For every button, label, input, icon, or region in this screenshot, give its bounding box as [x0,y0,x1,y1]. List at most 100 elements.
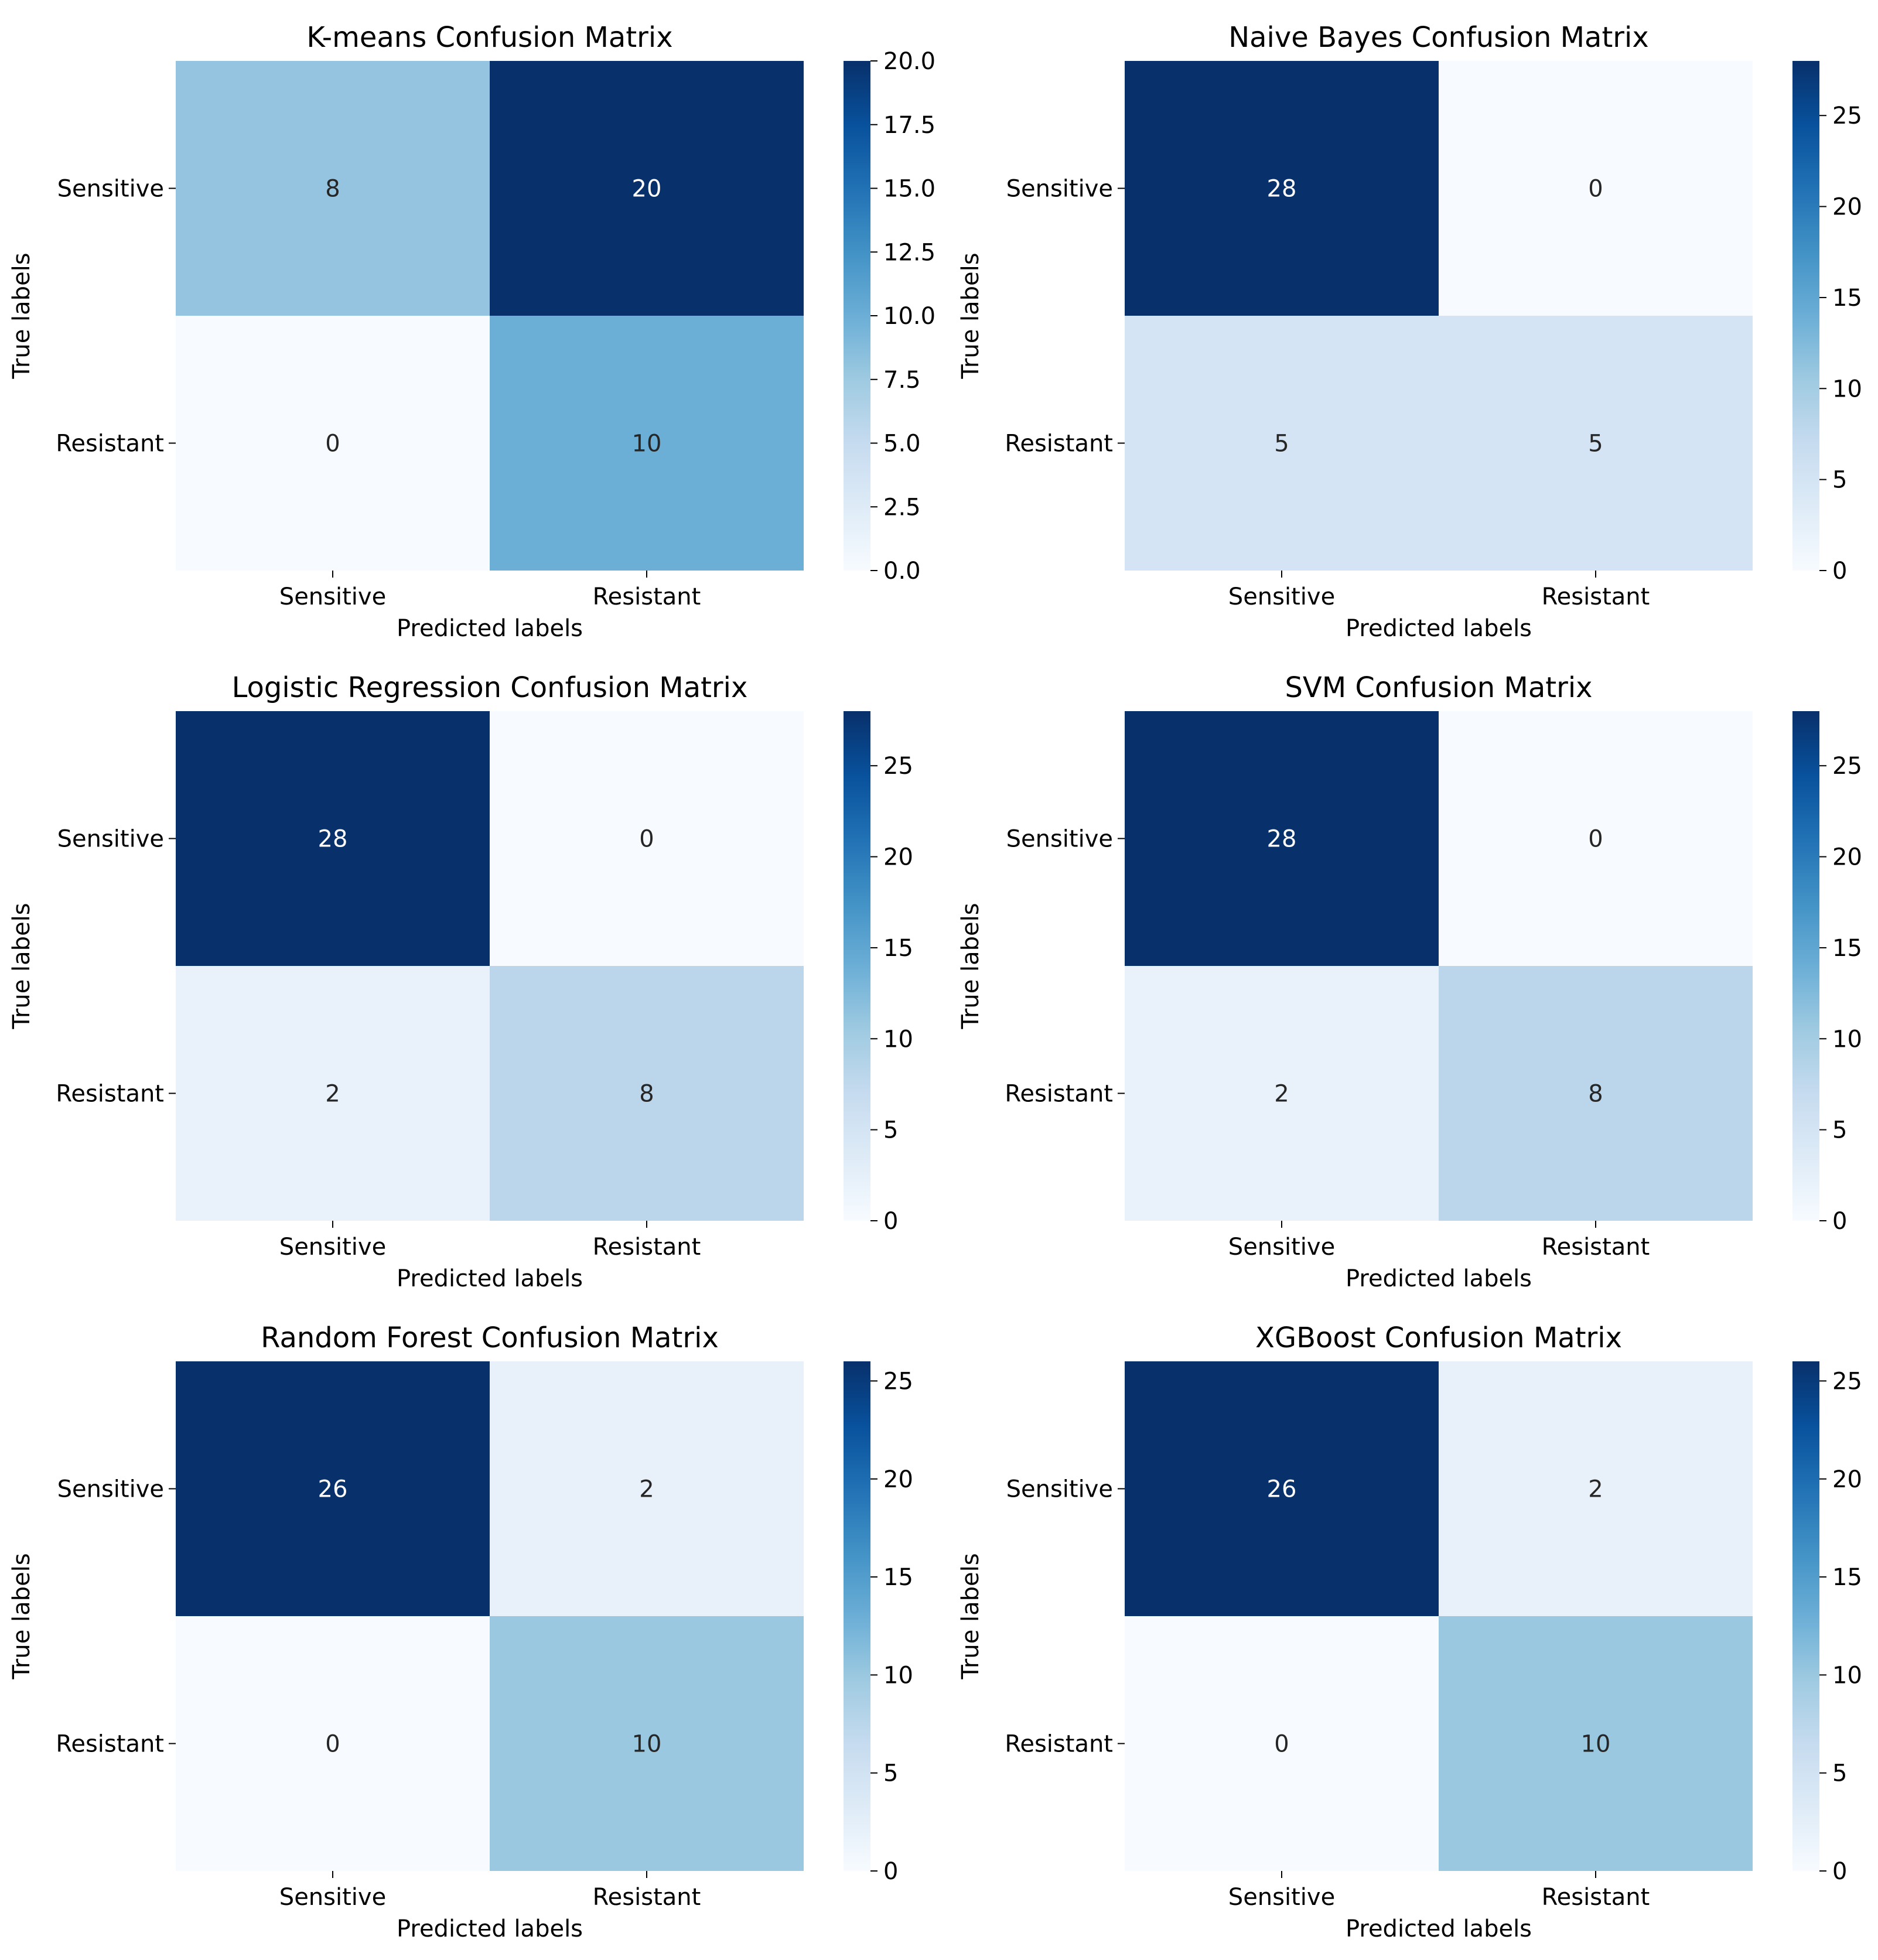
x-tick-label: Resistant [593,1884,701,1911]
colorbar-tick-label: 15 [1832,935,1862,962]
colorbar-tick-label: 12.5 [883,239,935,266]
heatmap-cell [490,316,804,571]
x-tick-label: Sensitive [1228,1884,1335,1911]
y-tick-label: Sensitive [57,176,164,203]
heatmap-cell [1125,966,1439,1221]
heatmap-cell [176,1361,490,1616]
heatmap-cell [176,711,490,966]
colorbar-tick-label: 2.5 [883,494,921,521]
x-tick-label: Resistant [593,1234,701,1261]
cell-value-label: 2 [1274,1081,1289,1108]
heatmap-cell [490,61,804,316]
x-axis-label: Predicted labels [1346,1915,1532,1942]
colorbar-tick-label: 20 [1832,844,1862,871]
heatmap-cell [490,711,804,966]
colorbar-tick-label: 25 [1832,753,1862,780]
heatmap-cell [176,966,490,1221]
colorbar-tick-label: 0 [1832,558,1847,585]
heatmap-cell [1125,1361,1439,1616]
heatmap-cell [1439,711,1753,966]
colorbar-tick-label: 20 [883,1466,913,1493]
x-axis-label: Predicted labels [397,615,583,642]
cell-value-label: 8 [1588,1081,1603,1108]
colorbar-tick-label: 20 [1832,194,1862,221]
y-tick-label: Sensitive [1006,176,1113,203]
colorbar-tick-label: 17.5 [883,112,935,139]
cell-value-label: 28 [1267,176,1297,203]
y-tick-label: Sensitive [57,826,164,853]
colorbar-tick-label: 0 [883,1858,898,1885]
colorbar-tick-label: 25 [883,753,913,780]
x-axis-label: Predicted labels [1346,1265,1532,1292]
y-tick-label: Sensitive [1006,1476,1113,1503]
heatmap-cell [1439,966,1753,1221]
cell-value-label: 0 [639,826,654,853]
cell-value-label: 2 [1588,1476,1603,1503]
heatmap-cell [1439,1616,1753,1871]
y-tick-label: Resistant [56,1731,164,1758]
y-tick-label: Resistant [56,431,164,457]
colorbar-tick-label: 5 [1832,1117,1847,1144]
colorbar-tick-label: 15 [883,1564,913,1591]
x-tick-label: Resistant [593,583,701,610]
x-tick-label: Sensitive [279,1234,386,1261]
colorbar-tick-label: 5 [883,1117,898,1144]
colorbar-tick-label: 0.0 [883,558,921,585]
cell-value-label: 10 [632,431,662,457]
chart-title: K-means Confusion Matrix [306,21,672,54]
heatmap-cell [490,1361,804,1616]
colorbar-tick-label: 25 [1832,1368,1862,1395]
y-axis-label: True labels [957,1553,984,1679]
cell-value-label: 8 [639,1081,654,1108]
colorbar-tick-label: 5 [1832,1760,1847,1787]
y-axis-label: True labels [957,252,984,379]
heatmap-cell [176,1616,490,1871]
x-tick-label: Resistant [1542,1234,1650,1261]
cell-value-label: 28 [1267,826,1297,853]
heatmap-cell [1439,316,1753,571]
cell-value-label: 0 [1588,826,1603,853]
colorbar-tick-label: 10 [1832,375,1862,402]
colorbar-tick-label: 5 [883,1760,898,1787]
cell-value-label: 0 [1274,1731,1289,1758]
cell-value-label: 2 [325,1081,340,1108]
cell-value-label: 20 [632,176,662,203]
cell-value-label: 5 [1588,431,1603,457]
cell-value-label: 26 [1267,1476,1297,1503]
colorbar-tick-label: 5.0 [883,431,921,457]
heatmap-cell [176,61,490,316]
heatmap-cell [490,1616,804,1871]
cell-value-label: 8 [325,176,340,203]
x-tick-label: Sensitive [279,583,386,610]
colorbar-tick-label: 15.0 [883,176,935,203]
colorbar-tick-label: 10 [883,1026,913,1053]
colorbar-tick-label: 20 [883,844,913,871]
colorbar [1792,61,1819,571]
y-tick-label: Resistant [1005,1731,1113,1758]
x-tick-label: Resistant [1542,583,1650,610]
cell-value-label: 10 [1581,1731,1611,1758]
colorbar-tick-label: 0 [883,1208,898,1235]
colorbar-tick-label: 5 [1832,467,1847,494]
y-axis-label: True labels [957,903,984,1029]
x-axis-label: Predicted labels [397,1915,583,1942]
colorbar [844,1361,870,1871]
heatmap-cell [1439,61,1753,316]
x-axis-label: Predicted labels [1346,615,1532,642]
y-axis-label: True labels [8,903,35,1029]
y-tick-label: Sensitive [1006,826,1113,853]
cell-value-label: 2 [639,1476,654,1503]
colorbar-tick-label: 0 [1832,1208,1847,1235]
colorbar-tick-label: 20 [1832,1466,1862,1493]
colorbar-tick-label: 10 [1832,1662,1862,1689]
heatmap-cell [490,966,804,1221]
colorbar-tick-label: 10 [883,1662,913,1689]
chart-title: Naive Bayes Confusion Matrix [1228,21,1649,54]
cell-value-label: 0 [325,1731,340,1758]
y-tick-label: Sensitive [57,1476,164,1503]
panel-naive-bayes-confusion-matrix: Naive Bayes Confusion Matrix 28 0 5 5 Sensiti… [957,21,1862,642]
y-tick-label: Resistant [1005,431,1113,457]
colorbar-tick-label: 0 [1832,1858,1847,1885]
